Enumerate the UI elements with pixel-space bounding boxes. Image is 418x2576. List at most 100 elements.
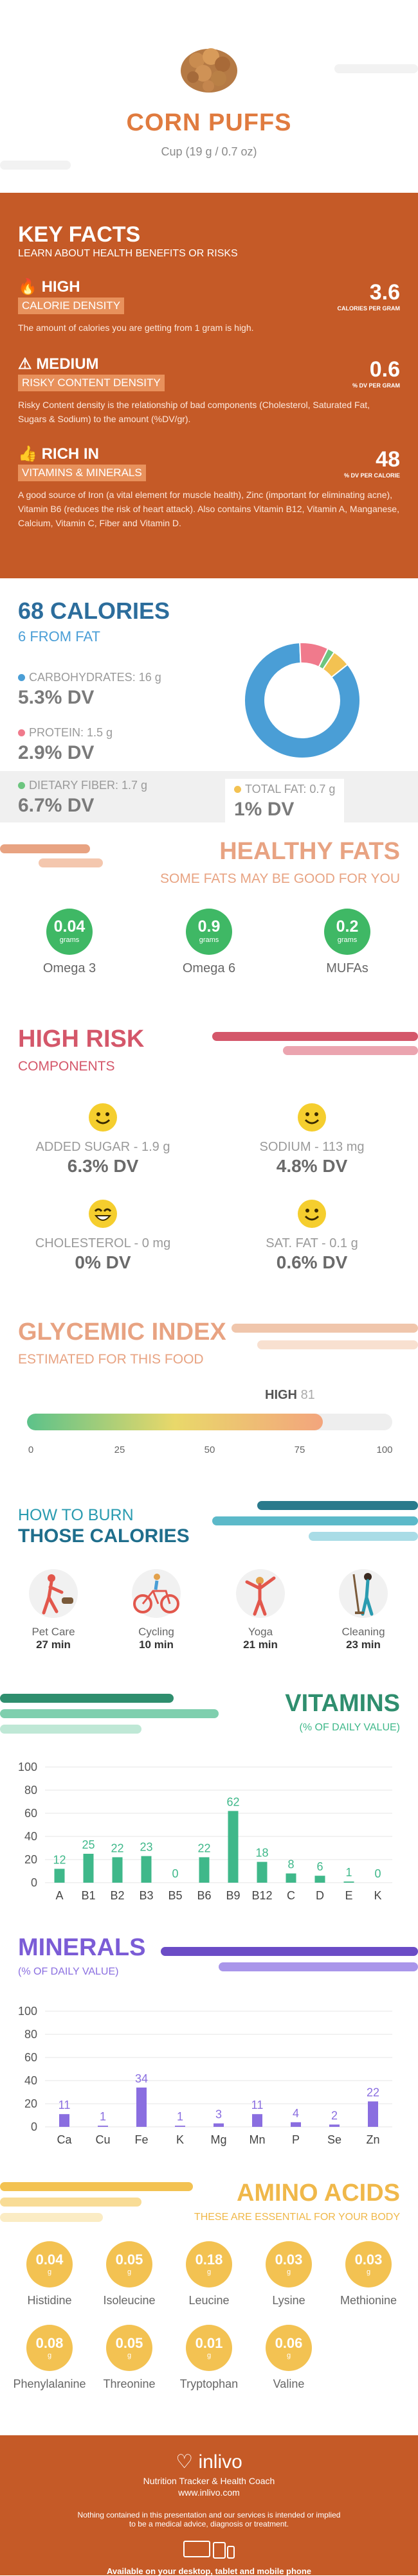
amino-leucine-label: Leucine	[188, 2294, 230, 2307]
decor-stripe	[212, 1032, 418, 1041]
x-tick-label-C: C	[287, 1889, 295, 1902]
amino-histidine-label: Histidine	[27, 2294, 72, 2307]
bar-A	[54, 1869, 65, 1883]
key-fact-tag: RISKY CONTENT DENSITY	[18, 375, 165, 391]
bar-value-B9: 62	[226, 1795, 239, 1808]
key-fact-value: 0.6	[369, 357, 400, 382]
x-tick-label-E: E	[345, 1889, 352, 1902]
smile-icon	[89, 1103, 117, 1132]
gi-tick: 25	[114, 1444, 125, 1455]
decor-stripe	[0, 1694, 174, 1703]
bar-B6	[199, 1857, 210, 1883]
brand-url[interactable]: www.inlivo.com	[178, 2487, 240, 2498]
bar-B9	[228, 1811, 239, 1883]
serving-size: Cup (19 g / 0.7 oz)	[161, 145, 257, 158]
decor-stripe	[0, 1725, 141, 1734]
y-tick-label: 40	[24, 1830, 37, 1843]
x-tick-label-P: P	[292, 2133, 300, 2146]
nutrient-fiber: DIETARY FIBER: 1.7 g 6.7% DV	[18, 779, 148, 816]
key-fact-risky-content: ⚠ MEDIUM RISKY CONTENT DENSITY 0.6 % DV …	[18, 355, 400, 426]
gi-tick: 100	[376, 1444, 393, 1455]
legend-dot	[18, 729, 25, 736]
flame-icon: 🔥	[18, 278, 37, 296]
omega-6-label: Omega 6	[182, 961, 236, 975]
legend-dot	[18, 674, 25, 681]
y-tick-label: 0	[31, 2120, 37, 2133]
bar-value-C: 8	[287, 1858, 294, 1871]
calorie-donut-chart	[244, 642, 361, 759]
x-tick-label-B3: B3	[139, 1889, 153, 1902]
bar-B12	[257, 1861, 268, 1883]
bar-value-K: 0	[374, 1867, 381, 1880]
cleaning-icon	[339, 1569, 388, 1618]
mufas-circle: 0.2 grams	[324, 909, 370, 955]
omega-3-circle: 0.04 grams	[46, 909, 93, 955]
key-facts-title: KEY FACTS	[18, 222, 141, 247]
cycling-icon	[132, 1569, 181, 1618]
amino-valine-label: Valine	[273, 2377, 305, 2390]
amino-threonine-circle: 0.05 g	[106, 2325, 152, 2371]
amino-valine-circle: 0.06 g	[266, 2325, 312, 2371]
activity-cleaning: Cleaning 23 min	[341, 1626, 385, 1651]
x-tick-label-B2: B2	[110, 1889, 124, 1902]
key-fact-value: 3.6	[369, 280, 400, 305]
mufas-label: MUFAs	[326, 961, 368, 975]
amino-methionine-label: Methionine	[340, 2294, 397, 2307]
amino-isoleucine-circle: 0.05 g	[106, 2241, 152, 2287]
minerals-bar-chart: 0 20 40 60 80 100 11 Ca 1 Cu 34 Fe 1 K 3 Mg 11 Mn 4 P 2 Se 22 Z…	[18, 2005, 392, 2146]
y-tick-label: 80	[24, 1784, 37, 1797]
risk-saturated-fat: SAT. FAT - 0.1 g 0.6% DV	[266, 1236, 358, 1272]
brand-name: inlivo	[198, 2451, 242, 2473]
healthy-fats-title: HEALTHY FATS	[219, 838, 400, 865]
x-tick-label-Zn: Zn	[366, 2133, 379, 2146]
key-fact-unit: % DV PER CALORIE	[343, 472, 400, 479]
bar-value-A: 12	[53, 1853, 66, 1866]
bar-value-B2: 22	[111, 1842, 123, 1854]
bar-Se	[329, 2124, 340, 2127]
burn-title-line1: HOW TO BURN	[18, 1506, 134, 1524]
x-tick-label-B12: B12	[251, 1889, 272, 1902]
bar-value-Mg: 3	[215, 2108, 222, 2121]
nutrient-protein: PROTEIN: 1.5 g 2.9% DV	[18, 726, 113, 763]
bar-value-P: 4	[293, 2107, 299, 2120]
decor-stripe	[0, 2182, 193, 2191]
y-tick-label: 20	[24, 2097, 37, 2110]
burn-title-line2: THOSE CALORIES	[18, 1525, 190, 1547]
high-risk-subtitle: COMPONENTS	[18, 1059, 115, 1074]
key-fact-vitamins-minerals: 👍 RICH IN VITAMINS & MINERALS 48 % DV PE…	[18, 445, 400, 530]
key-fact-unit: % DV PER GRAM	[352, 382, 400, 389]
amino-isoleucine-label: Isoleucine	[103, 2294, 156, 2307]
thumbs-up-icon: 👍	[18, 445, 37, 463]
x-tick-label-B6: B6	[197, 1889, 211, 1902]
x-tick-label-D: D	[316, 1889, 324, 1902]
amino-acids-subtitle: THESE ARE ESSENTIAL FOR YOUR BODY	[194, 2212, 400, 2223]
decor-stripe	[283, 1046, 418, 1055]
x-tick-label-Ca: Ca	[57, 2133, 72, 2146]
y-tick-label: 60	[24, 1807, 37, 1820]
key-fact-description: Risky Content density is the relationshi…	[18, 400, 370, 424]
calories-title: 68 CALORIES	[18, 598, 170, 624]
decor-stripe	[0, 2213, 103, 2222]
bar-K	[175, 2126, 185, 2127]
decor-stripe	[309, 1532, 418, 1541]
decor-stripe	[232, 1324, 418, 1333]
key-fact-tag: VITAMINS & MINERALS	[18, 465, 146, 481]
decor-stripe	[0, 2198, 141, 2207]
x-tick-label-Mg: Mg	[210, 2133, 226, 2146]
nutrient-dv: 5.3% DV	[18, 687, 95, 708]
healthy-fats-subtitle: SOME FATS MAY BE GOOD FOR YOU	[159, 871, 400, 886]
x-tick-label-B1: B1	[81, 1889, 95, 1902]
decor-stripe	[0, 1709, 219, 1718]
y-tick-label: 20	[24, 1853, 37, 1866]
glycemic-reading: HIGH 81	[265, 1388, 315, 1402]
glycemic-index-title: GLYCEMIC INDEX	[18, 1319, 226, 1346]
amino-lysine-label: Lysine	[272, 2294, 305, 2307]
nutrient-dv: 1% DV	[234, 799, 295, 820]
key-fact-calorie-density: 🔥 HIGH CALORIE DENSITY 3.6 CALORIES PER …	[18, 278, 400, 335]
bar-value-D: 6	[316, 1860, 323, 1873]
key-fact-description: A good source of Iron (a vital element f…	[18, 490, 399, 528]
bar-value-Fe: 34	[135, 2072, 148, 2085]
bar-value-B6: 22	[197, 1842, 210, 1854]
key-fact-level: RICH IN	[41, 445, 99, 463]
amino-tryptophan-label: Tryptophan	[179, 2377, 239, 2390]
